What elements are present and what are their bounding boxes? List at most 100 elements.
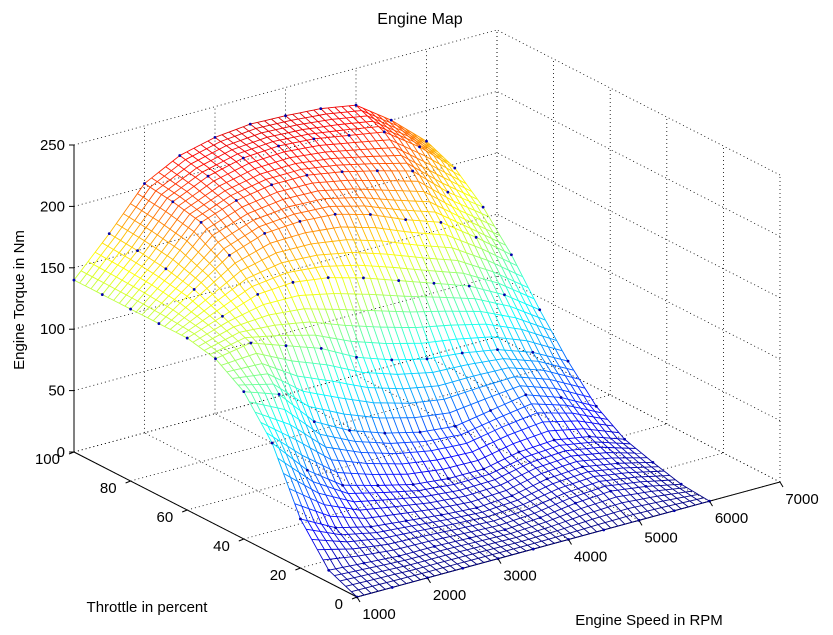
surface-line bbox=[483, 534, 490, 540]
surface-line bbox=[444, 202, 453, 207]
surface-line bbox=[343, 164, 350, 172]
surface-line bbox=[439, 370, 446, 385]
surface-line bbox=[271, 118, 278, 124]
surface-line bbox=[171, 215, 178, 220]
surface-line bbox=[278, 448, 286, 464]
surface-line bbox=[350, 205, 357, 215]
surface-line bbox=[424, 496, 431, 504]
surface-line bbox=[456, 534, 463, 541]
surface-line bbox=[241, 258, 249, 268]
surface-line bbox=[253, 271, 261, 276]
surface-line bbox=[234, 211, 241, 219]
surface-line bbox=[374, 148, 381, 157]
surface-line bbox=[241, 130, 250, 135]
surface-line bbox=[465, 451, 473, 454]
surface-line bbox=[532, 394, 540, 397]
surface-line bbox=[334, 277, 342, 294]
surface-line bbox=[185, 300, 194, 308]
surface-line bbox=[480, 311, 487, 325]
surface-line bbox=[189, 265, 198, 274]
surface-line bbox=[341, 490, 349, 494]
surface-line bbox=[256, 402, 264, 406]
surface-line bbox=[231, 289, 239, 297]
surface-line bbox=[467, 427, 476, 433]
surface-line bbox=[383, 492, 390, 500]
surface-line bbox=[337, 253, 345, 266]
surface-line bbox=[422, 535, 430, 542]
surface-line bbox=[223, 344, 232, 349]
surface-line bbox=[269, 416, 277, 421]
surface-line bbox=[513, 520, 520, 526]
surface-line bbox=[233, 276, 240, 285]
surface-line bbox=[473, 547, 480, 553]
surface-line bbox=[343, 413, 351, 416]
surface-line bbox=[196, 209, 203, 215]
surface-line bbox=[333, 366, 341, 383]
surface-line bbox=[369, 565, 377, 569]
surface-line bbox=[483, 413, 490, 423]
surface-line bbox=[415, 535, 424, 539]
surface-line bbox=[449, 338, 457, 341]
surface-line bbox=[450, 456, 458, 466]
surface-line bbox=[379, 582, 387, 585]
surface-line bbox=[464, 262, 471, 276]
surface-line bbox=[210, 299, 219, 306]
surface-line bbox=[395, 190, 402, 201]
surface-line bbox=[446, 519, 454, 525]
surface-line bbox=[546, 395, 555, 398]
surface-line bbox=[357, 264, 364, 279]
surface-line bbox=[579, 480, 586, 487]
surface-line bbox=[364, 518, 372, 527]
side-wall-grid-z bbox=[496, 213, 781, 360]
surface-line bbox=[330, 198, 337, 207]
surface-line bbox=[554, 473, 562, 477]
surface-line bbox=[420, 343, 428, 360]
surface-line bbox=[256, 353, 263, 364]
surface-line bbox=[351, 157, 358, 165]
surface-line bbox=[172, 196, 181, 203]
surface-line bbox=[535, 505, 542, 511]
surface-line bbox=[141, 257, 150, 267]
surface-line bbox=[277, 238, 285, 242]
surface-line bbox=[476, 470, 483, 477]
surface-line bbox=[471, 451, 479, 461]
surface-line bbox=[514, 280, 522, 285]
surface-line bbox=[318, 378, 326, 381]
surface-line bbox=[507, 477, 515, 483]
surface-line bbox=[427, 270, 435, 284]
surface-line bbox=[375, 442, 383, 454]
surface-line bbox=[388, 388, 396, 404]
surface-line bbox=[422, 460, 431, 463]
surface-line bbox=[419, 174, 427, 180]
surface-line bbox=[437, 198, 446, 204]
surface-line bbox=[375, 373, 383, 389]
surface-line bbox=[206, 224, 215, 230]
surface-line bbox=[471, 557, 479, 561]
surface-line bbox=[245, 141, 254, 146]
surface-line bbox=[586, 476, 594, 480]
surface-line bbox=[220, 321, 229, 327]
surface-line bbox=[167, 306, 174, 311]
surface-line bbox=[397, 561, 404, 567]
surface-line bbox=[352, 149, 360, 158]
surface-line bbox=[168, 242, 175, 247]
surface-line bbox=[421, 341, 429, 344]
surface-line bbox=[606, 480, 613, 486]
surface-line bbox=[327, 172, 336, 174]
surface-line bbox=[262, 414, 270, 418]
surface-line bbox=[461, 285, 469, 299]
surface-line bbox=[376, 566, 383, 572]
surface-line bbox=[192, 155, 199, 161]
surface-line bbox=[228, 161, 237, 166]
surface-line bbox=[619, 516, 627, 519]
surface-line bbox=[410, 232, 418, 246]
surface-line bbox=[479, 384, 487, 388]
surface-line bbox=[558, 373, 566, 377]
surface-line bbox=[429, 201, 436, 213]
surface-line bbox=[600, 509, 607, 516]
surface-line bbox=[431, 245, 439, 248]
surface-line bbox=[288, 435, 297, 441]
surface-line bbox=[468, 285, 476, 299]
surface-line bbox=[292, 178, 299, 187]
surface-line bbox=[220, 275, 227, 283]
